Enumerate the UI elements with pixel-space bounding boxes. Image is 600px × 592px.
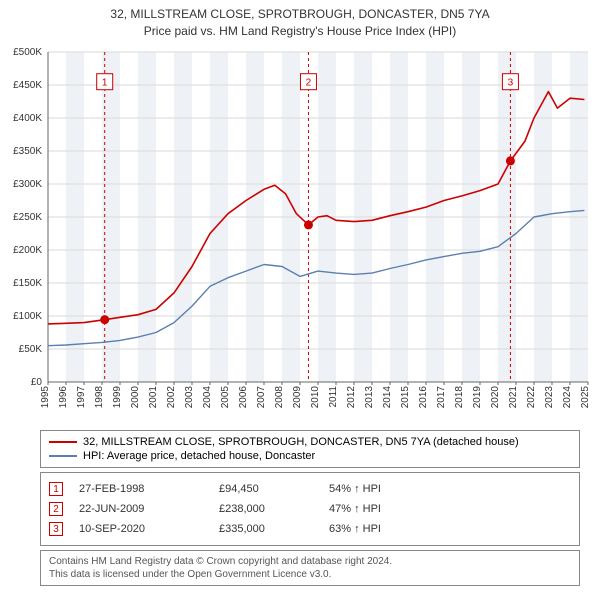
svg-text:2: 2 (306, 77, 312, 88)
svg-text:2009: 2009 (292, 385, 303, 408)
svg-text:2017: 2017 (436, 385, 447, 408)
svg-text:2000: 2000 (130, 385, 141, 408)
svg-text:2023: 2023 (544, 385, 555, 408)
svg-text:1995: 1995 (40, 385, 51, 408)
svg-text:£300K: £300K (13, 179, 42, 190)
svg-text:3: 3 (508, 77, 514, 88)
svg-text:2018: 2018 (454, 385, 465, 408)
svg-text:1998: 1998 (94, 385, 105, 408)
legend-swatch-hpi (49, 455, 77, 457)
svg-text:2004: 2004 (202, 385, 213, 408)
legend-label-hpi: HPI: Average price, detached house, Donc… (83, 450, 315, 462)
marker-date-1: 27-FEB-1998 (79, 483, 219, 495)
svg-text:2003: 2003 (184, 385, 195, 408)
legend-box: 32, MILLSTREAM CLOSE, SPROTBROUGH, DONCA… (40, 430, 580, 468)
svg-text:2005: 2005 (220, 385, 231, 408)
marker-badge-3: 3 (49, 522, 63, 536)
svg-text:2011: 2011 (328, 385, 339, 407)
svg-text:£150K: £150K (13, 278, 42, 289)
attribution-box: Contains HM Land Registry data © Crown c… (40, 550, 580, 586)
legend-label-property: 32, MILLSTREAM CLOSE, SPROTBROUGH, DONCA… (83, 436, 519, 448)
svg-text:2025: 2025 (580, 385, 591, 408)
marker-row-3: 3 10-SEP-2020 £335,000 63% ↑ HPI (49, 519, 571, 539)
svg-text:£350K: £350K (13, 146, 42, 157)
svg-text:2008: 2008 (274, 385, 285, 408)
svg-text:1996: 1996 (58, 385, 69, 408)
marker-pct-1: 54% ↑ HPI (329, 483, 571, 495)
svg-text:2012: 2012 (346, 385, 357, 408)
attribution-line-1: Contains HM Land Registry data © Crown c… (49, 555, 571, 568)
marker-price-1: £94,450 (219, 483, 329, 495)
svg-text:2002: 2002 (166, 385, 177, 408)
svg-text:2024: 2024 (562, 385, 573, 408)
marker-pct-3: 63% ↑ HPI (329, 523, 571, 535)
svg-text:1: 1 (102, 77, 108, 88)
marker-price-2: £238,000 (219, 503, 329, 515)
legend-row-property: 32, MILLSTREAM CLOSE, SPROTBROUGH, DONCA… (49, 435, 571, 449)
svg-text:2006: 2006 (238, 385, 249, 408)
chart-svg: £0£50K£100K£150K£200K£250K£300K£350K£400… (0, 42, 600, 422)
svg-text:£500K: £500K (13, 47, 42, 58)
attribution-line-2: This data is licensed under the Open Gov… (49, 568, 571, 581)
svg-text:2016: 2016 (418, 385, 429, 408)
svg-text:2021: 2021 (508, 385, 519, 408)
title-line-2: Price paid vs. HM Land Registry's House … (0, 23, 600, 40)
title-block: 32, MILLSTREAM CLOSE, SPROTBROUGH, DONCA… (0, 0, 600, 42)
svg-text:£400K: £400K (13, 113, 42, 124)
marker-date-2: 22-JUN-2009 (79, 503, 219, 515)
svg-text:£50K: £50K (19, 344, 43, 355)
svg-text:£250K: £250K (13, 212, 42, 223)
svg-text:£450K: £450K (13, 80, 42, 91)
svg-text:2022: 2022 (526, 385, 537, 408)
svg-text:2015: 2015 (400, 385, 411, 408)
chart-area: £0£50K£100K£150K£200K£250K£300K£350K£400… (0, 42, 600, 422)
svg-text:2007: 2007 (256, 385, 267, 408)
marker-badge-2: 2 (49, 502, 63, 516)
svg-text:2001: 2001 (148, 385, 159, 408)
svg-text:2014: 2014 (382, 385, 393, 408)
marker-row-1: 1 27-FEB-1998 £94,450 54% ↑ HPI (49, 479, 571, 499)
marker-pct-2: 47% ↑ HPI (329, 503, 571, 515)
svg-text:2013: 2013 (364, 385, 375, 408)
svg-text:2010: 2010 (310, 385, 321, 408)
svg-text:1997: 1997 (76, 385, 87, 408)
svg-text:2019: 2019 (472, 385, 483, 408)
title-line-1: 32, MILLSTREAM CLOSE, SPROTBROUGH, DONCA… (0, 6, 600, 23)
marker-price-3: £335,000 (219, 523, 329, 535)
svg-text:£100K: £100K (13, 311, 42, 322)
svg-text:1999: 1999 (112, 385, 123, 408)
marker-badge-1: 1 (49, 482, 63, 496)
marker-table: 1 27-FEB-1998 £94,450 54% ↑ HPI 2 22-JUN… (40, 472, 580, 546)
legend-row-hpi: HPI: Average price, detached house, Donc… (49, 449, 571, 463)
marker-row-2: 2 22-JUN-2009 £238,000 47% ↑ HPI (49, 499, 571, 519)
legend-swatch-property (49, 441, 77, 443)
svg-text:2020: 2020 (490, 385, 501, 408)
svg-text:£200K: £200K (13, 245, 42, 256)
marker-date-3: 10-SEP-2020 (79, 523, 219, 535)
chart-container: 32, MILLSTREAM CLOSE, SPROTBROUGH, DONCA… (0, 0, 600, 586)
